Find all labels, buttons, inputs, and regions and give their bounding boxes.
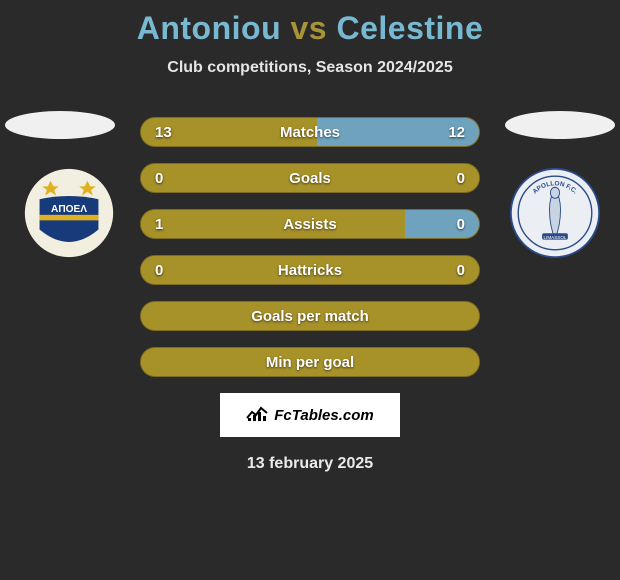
chart-icon bbox=[246, 404, 268, 427]
bar-value-right: 0 bbox=[457, 262, 465, 279]
bar-label: Assists bbox=[141, 216, 479, 233]
bar-value-right: 0 bbox=[457, 170, 465, 187]
page-title: Antoniou vs Celestine bbox=[0, 0, 620, 47]
stat-bar: Goals per match bbox=[140, 301, 480, 331]
player-right-name: Celestine bbox=[336, 10, 483, 46]
watermark: FcTables.com bbox=[220, 393, 400, 437]
player-left-photo bbox=[5, 111, 115, 139]
player-left-name: Antoniou bbox=[137, 10, 281, 46]
club-left-badge: ΑΠΟΕΛ bbox=[23, 167, 115, 259]
svg-text:ΑΠΟΕΛ: ΑΠΟΕΛ bbox=[51, 204, 87, 215]
bar-value-right: 0 bbox=[457, 216, 465, 233]
club-right-badge: LIMASSOL APOLLON F.C. bbox=[509, 167, 601, 259]
stat-bar: Goals0 0 bbox=[140, 163, 480, 193]
bar-label: Hattricks bbox=[141, 262, 479, 279]
watermark-text: FcTables.com bbox=[274, 407, 373, 424]
comparison-panel: ΑΠΟΕΛ LIMASSOL APOLLON F.C. Matches13 12 G… bbox=[0, 117, 620, 473]
vs-word: vs bbox=[291, 10, 328, 46]
bar-value-left: 13 bbox=[155, 124, 172, 141]
bar-value-left: 1 bbox=[155, 216, 163, 233]
bar-value-left: 0 bbox=[155, 170, 163, 187]
stat-bar: Hattricks0 0 bbox=[140, 255, 480, 285]
date-label: 13 february 2025 bbox=[0, 455, 620, 473]
bar-value-left: 0 bbox=[155, 262, 163, 279]
stat-bars: Matches1312Goals00Assists10Hattricks00Go… bbox=[140, 117, 480, 377]
stat-bar: Assists1 0 bbox=[140, 209, 480, 239]
bar-label: Goals per match bbox=[141, 308, 479, 325]
subtitle: Club competitions, Season 2024/2025 bbox=[0, 59, 620, 77]
bar-label: Matches bbox=[141, 124, 479, 141]
bar-label: Goals bbox=[141, 170, 479, 187]
svg-text:LIMASSOL: LIMASSOL bbox=[544, 235, 567, 240]
stat-bar: Matches13 12 bbox=[140, 117, 480, 147]
bar-label: Min per goal bbox=[141, 354, 479, 371]
stat-bar: Min per goal bbox=[140, 347, 480, 377]
bar-value-right: 12 bbox=[448, 124, 465, 141]
player-right-photo bbox=[505, 111, 615, 139]
